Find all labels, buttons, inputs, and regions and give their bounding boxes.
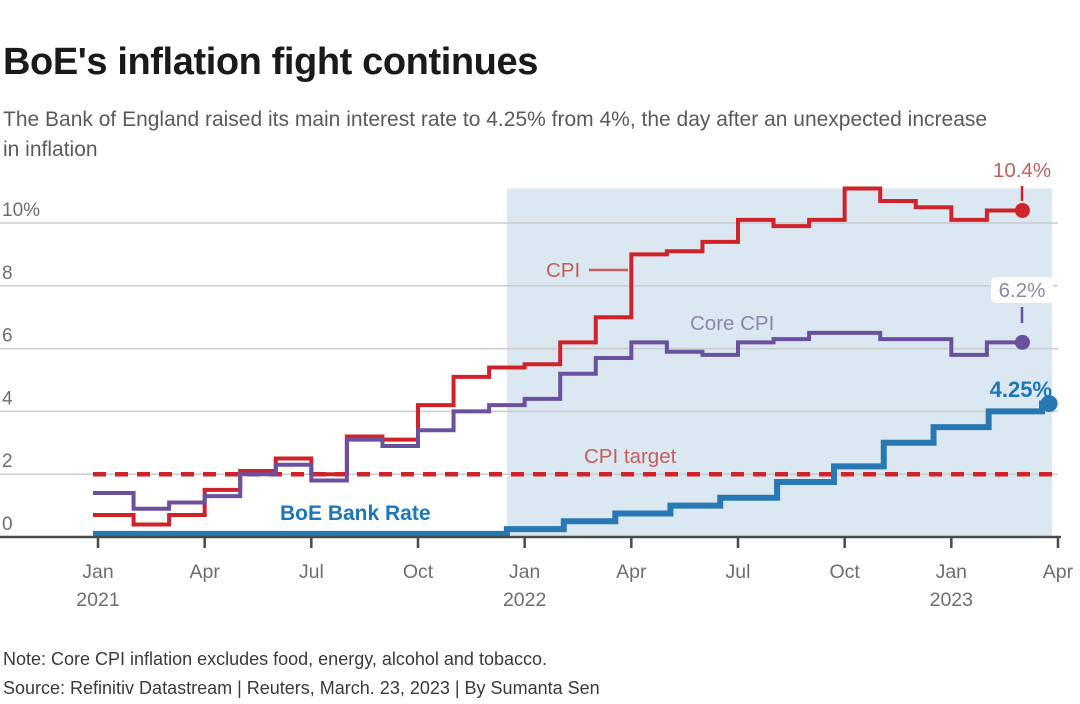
- x-axis-label: Apr: [1043, 561, 1074, 583]
- page-title: BoE's inflation fight continues: [3, 41, 538, 84]
- x-axis-label: Apr: [189, 561, 220, 583]
- x-axis-year-label: 2023: [930, 589, 973, 611]
- chart-footer: Note: Core CPI inflation excludes food, …: [3, 645, 600, 703]
- cpi-line: [93, 186, 1023, 527]
- x-axis-label: Jul: [299, 561, 324, 583]
- x-axis-label: Jul: [726, 561, 751, 583]
- annotation-10-4-: 10.4%: [993, 159, 1051, 182]
- y-axis-label: 8: [2, 263, 13, 284]
- boe-bank-rate-latest-dot: [1040, 395, 1058, 413]
- y-axis-label: 4: [2, 388, 13, 409]
- y-axis-label: 6: [2, 326, 13, 347]
- x-axis-label: Jan: [936, 561, 967, 583]
- core-cpi-line: [93, 330, 1023, 511]
- x-axis-label: Oct: [829, 561, 860, 583]
- x-axis-year-label: 2022: [503, 589, 546, 611]
- annotation-label-background: [991, 277, 1053, 303]
- annotation-cpi-target: CPI target: [584, 445, 677, 468]
- chart-subtitle: The Bank of England raised its main inte…: [3, 108, 988, 161]
- x-axis-label: Oct: [403, 561, 434, 583]
- x-axis-label: Jan: [509, 561, 540, 583]
- annotation-6-2-: 6.2%: [999, 279, 1046, 302]
- x-axis-year-label: 2021: [76, 589, 119, 611]
- annotation-core-cpi: Core CPI: [690, 312, 774, 335]
- x-axis-label: Apr: [616, 561, 647, 583]
- x-axis-label: Jan: [82, 561, 113, 583]
- chart-note: Note: Core CPI inflation excludes food, …: [3, 649, 547, 669]
- y-axis-label: 10%: [2, 200, 40, 221]
- annotation-cpi: CPI: [546, 259, 580, 282]
- annotation-4-25-: 4.25%: [990, 377, 1052, 402]
- y-axis-label: 2: [2, 451, 13, 472]
- annotation-boe-bank-rate: BoE Bank Rate: [280, 502, 431, 525]
- boe-bank-rate-line: [93, 400, 1050, 537]
- core-cpi-latest-dot: [1014, 334, 1030, 350]
- cpi-latest-dot: [1014, 202, 1030, 218]
- y-axis-label: 0: [2, 514, 13, 535]
- chart-source: Source: Refinitiv Datastream | Reuters, …: [3, 678, 600, 698]
